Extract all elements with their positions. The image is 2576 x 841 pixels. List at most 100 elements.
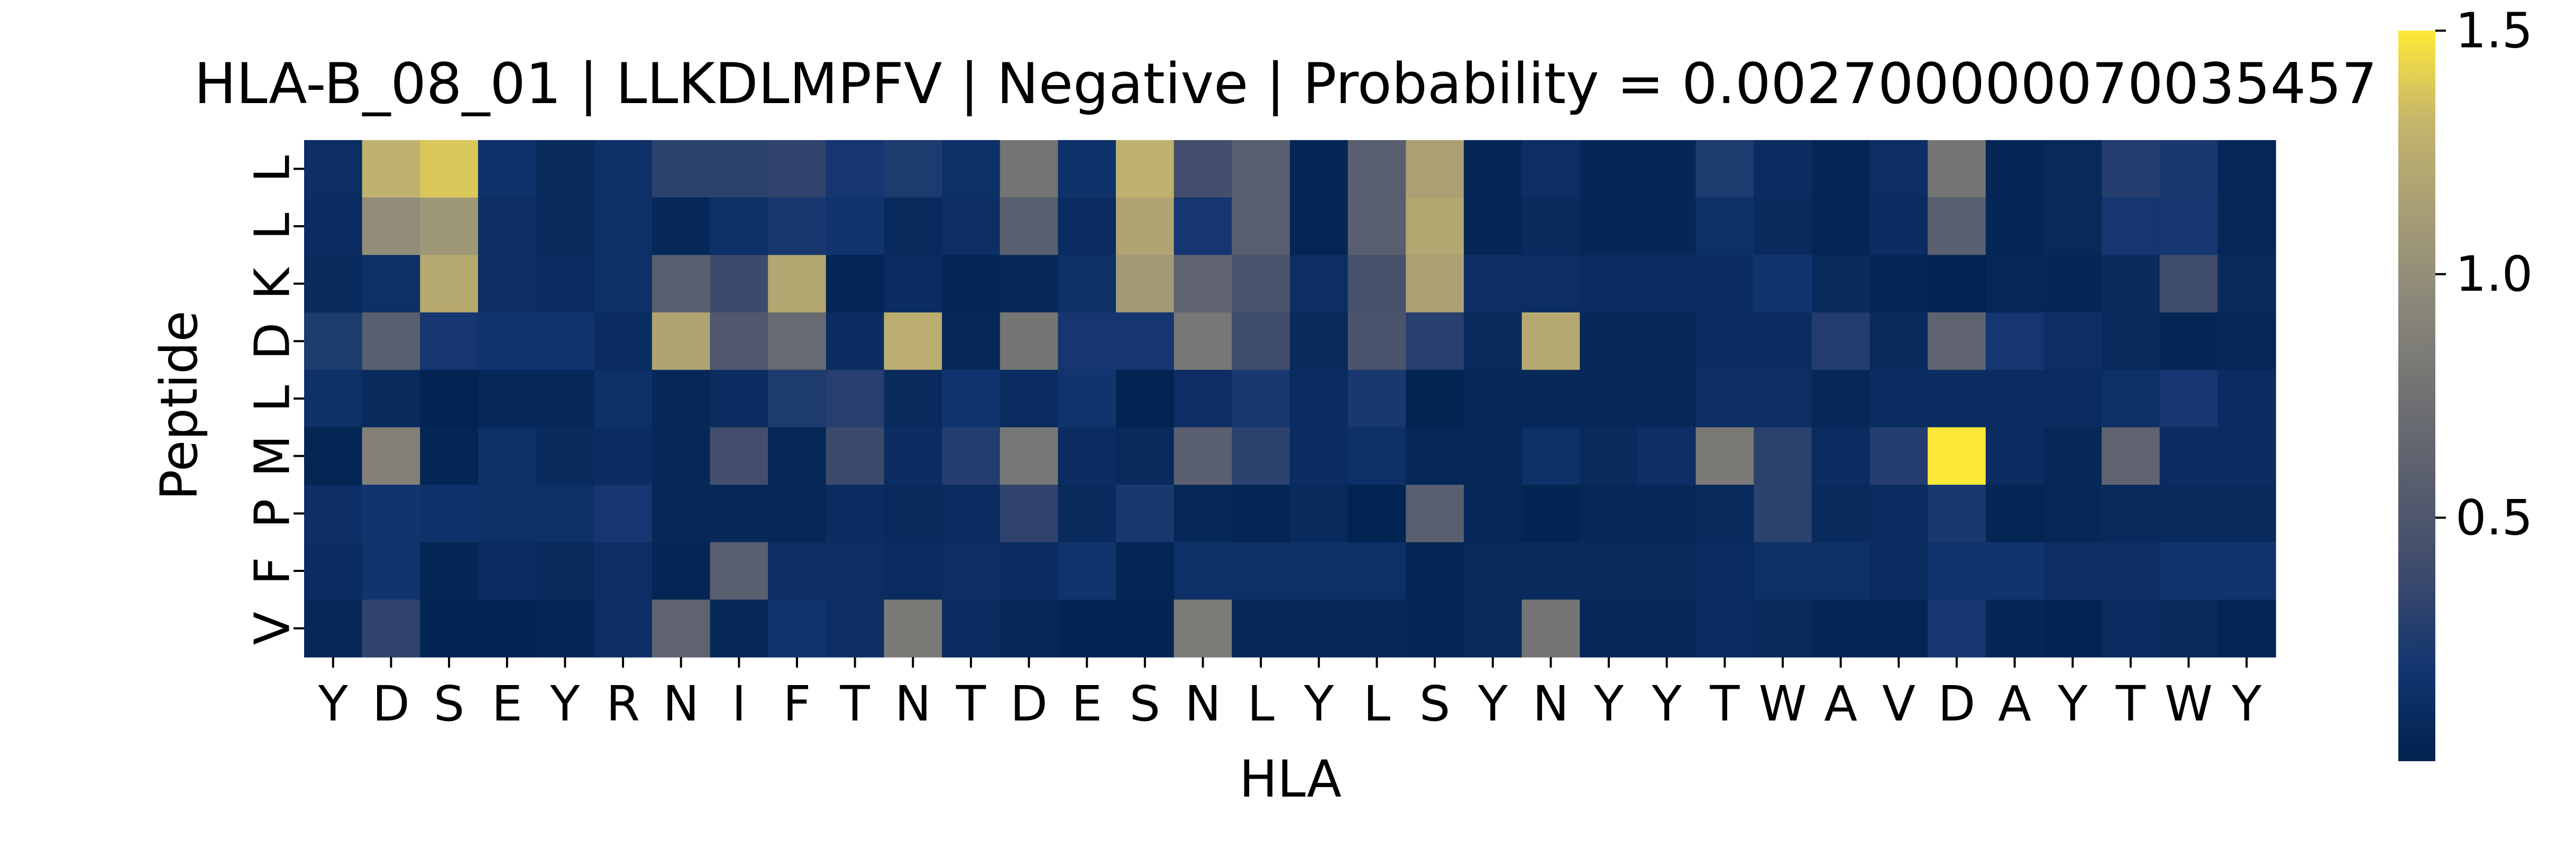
heatmap-cell <box>1406 485 1464 543</box>
heatmap-cell <box>1232 427 1290 485</box>
heatmap-cell <box>1580 312 1638 371</box>
x-tick-label: Y <box>2057 676 2088 732</box>
heatmap-cell <box>1406 542 1464 600</box>
heatmap-cell <box>304 255 363 313</box>
heatmap-cell <box>1290 197 1349 256</box>
heatmap-cell <box>710 255 768 313</box>
heatmap-cell <box>420 599 479 658</box>
heatmap-cell <box>884 255 942 313</box>
heatmap-cell <box>826 140 885 198</box>
heatmap-cell <box>478 485 537 543</box>
heatmap-cell <box>1754 369 1812 428</box>
x-axis-label: HLA <box>1239 750 1342 809</box>
heatmap-cell <box>1116 599 1175 658</box>
y-tick-label: P <box>244 499 301 528</box>
heatmap-cell <box>1637 312 1697 371</box>
y-axis-label: Peptide <box>150 311 209 501</box>
heatmap-cell <box>1174 599 1233 658</box>
heatmap-cell <box>1000 197 1059 256</box>
heatmap-cell <box>2217 427 2276 485</box>
heatmap-cell <box>1347 427 1407 485</box>
heatmap-cell <box>536 485 595 543</box>
x-tick-label: N <box>663 676 699 732</box>
heatmap-cell <box>710 427 768 485</box>
heatmap-cell <box>1521 197 1581 256</box>
heatmap-cell <box>478 197 537 256</box>
heatmap-cell <box>768 197 827 256</box>
colorbar <box>2398 31 2435 761</box>
heatmap-cell <box>826 485 885 543</box>
heatmap-cell <box>652 140 711 198</box>
heatmap-cell <box>710 542 768 600</box>
heatmap-cell <box>536 312 595 371</box>
heatmap-cell <box>1928 427 1986 485</box>
heatmap-cell <box>1985 312 2045 371</box>
x-tick-label: F <box>783 676 811 732</box>
heatmap-cell <box>478 255 537 313</box>
heatmap-cell <box>2159 542 2219 600</box>
heatmap-cell <box>2102 255 2160 313</box>
heatmap-cell <box>768 485 827 543</box>
heatmap-cell <box>2217 542 2276 600</box>
heatmap-cell <box>478 542 537 600</box>
heatmap-cell <box>1695 542 1754 600</box>
heatmap-cell <box>942 542 1001 600</box>
heatmap-cell <box>1928 369 1986 428</box>
heatmap-cell <box>594 485 653 543</box>
heatmap-cell <box>1637 542 1697 600</box>
heatmap-cell <box>1928 485 1986 543</box>
heatmap-cell <box>2159 312 2219 371</box>
x-tick-label: T <box>1709 676 1740 732</box>
heatmap-cell <box>1058 599 1116 658</box>
x-tick-label: Y <box>1478 676 1508 732</box>
heatmap-cell <box>420 542 479 600</box>
heatmap-cell <box>594 140 653 198</box>
heatmap-cell <box>1463 140 1523 198</box>
heatmap-cell <box>1695 312 1754 371</box>
heatmap-cell <box>1174 312 1233 371</box>
heatmap-cell <box>884 197 942 256</box>
heatmap-cell <box>1521 427 1581 485</box>
x-tick-label: W <box>1759 676 1807 732</box>
heatmap-cell <box>652 312 711 371</box>
heatmap-cell <box>2159 255 2219 313</box>
heatmap-cell <box>1521 140 1581 198</box>
heatmap-cell <box>1869 312 1928 371</box>
heatmap-cell <box>362 427 421 485</box>
heatmap-cell <box>1116 427 1175 485</box>
heatmap-cell <box>1985 369 2045 428</box>
heatmap-cell <box>1174 427 1233 485</box>
heatmap-cell <box>1290 485 1349 543</box>
heatmap-cell <box>362 140 421 198</box>
heatmap-cell <box>1174 197 1233 256</box>
colorbar-tick-label: 1.0 <box>2455 246 2533 302</box>
heatmap-cell <box>362 197 421 256</box>
heatmap-cell <box>1869 255 1928 313</box>
heatmap-cell <box>768 427 827 485</box>
heatmap-cell <box>2043 599 2102 658</box>
x-tick-label: Y <box>549 676 580 732</box>
heatmap-cell <box>1985 255 2045 313</box>
x-tick-label: A <box>1824 676 1857 732</box>
heatmap-cell <box>1116 197 1175 256</box>
heatmap-cell <box>536 255 595 313</box>
heatmap-cell <box>1116 255 1175 313</box>
heatmap-cell <box>1811 485 1871 543</box>
heatmap-cell <box>1928 197 1986 256</box>
x-tick-label: L <box>1248 676 1275 732</box>
heatmap-cell <box>1811 542 1871 600</box>
heatmap-cell <box>1811 369 1871 428</box>
heatmap-cell <box>2102 369 2160 428</box>
heatmap-cell <box>768 599 827 658</box>
heatmap-cell <box>478 599 537 658</box>
heatmap-cell <box>826 197 885 256</box>
heatmap-cell <box>1695 255 1754 313</box>
heatmap-cell <box>1347 369 1407 428</box>
heatmap-cell <box>1869 427 1928 485</box>
heatmap-cell <box>1928 599 1986 658</box>
heatmap-cell <box>1058 312 1116 371</box>
heatmap-cell <box>1754 599 1812 658</box>
heatmap-cell <box>1463 312 1523 371</box>
heatmap-cell <box>362 369 421 428</box>
